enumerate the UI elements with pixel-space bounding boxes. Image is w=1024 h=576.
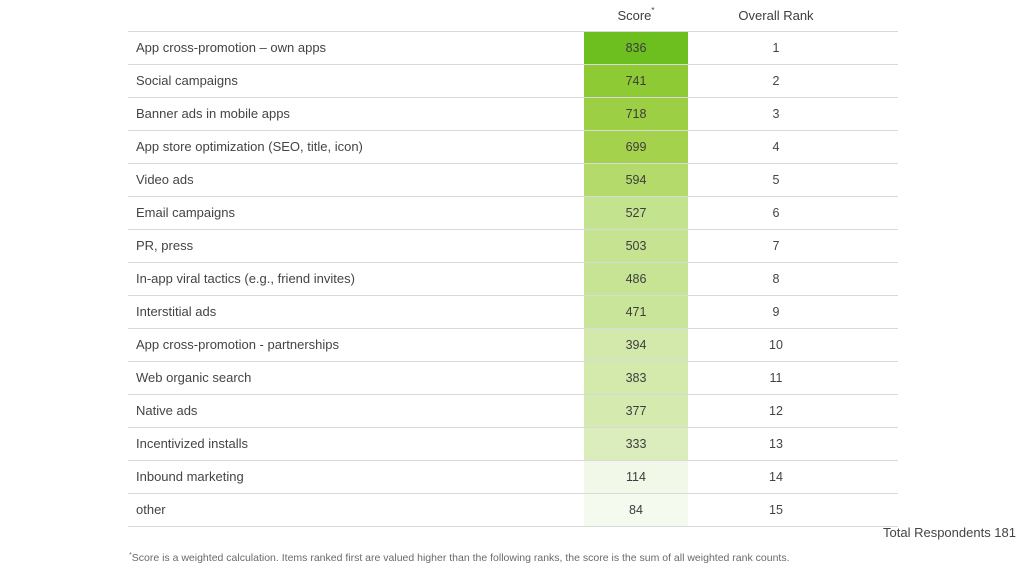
row-label: Video ads (136, 172, 194, 187)
score-column-header: Score* (584, 6, 688, 23)
table-row: App cross-promotion – own apps 836 1 (128, 32, 898, 65)
score-cell: 377 (584, 395, 688, 427)
score-cell: 718 (584, 98, 688, 130)
score-cell: 486 (584, 263, 688, 295)
row-label: App store optimization (SEO, title, icon… (136, 139, 363, 154)
rank-cell: 15 (769, 503, 783, 517)
row-label: PR, press (136, 238, 194, 253)
score-cell: 333 (584, 428, 688, 460)
table-row: Inbound marketing 114 14 (128, 461, 898, 494)
table-header: Score* Overall Rank (128, 0, 898, 32)
rank-column-header: Overall Rank (738, 8, 814, 23)
table-row: Incentivized installs 333 13 (128, 428, 898, 461)
table-row: Web organic search 383 11 (128, 362, 898, 395)
row-label: Email campaigns (136, 205, 235, 220)
score-cell: 114 (584, 461, 688, 493)
row-label: Banner ads in mobile apps (136, 106, 290, 121)
table-row: Banner ads in mobile apps 718 3 (128, 98, 898, 131)
table-row: Interstitial ads 471 9 (128, 296, 898, 329)
table-row: App store optimization (SEO, title, icon… (128, 131, 898, 164)
score-cell: 471 (584, 296, 688, 328)
score-header-marker: * (651, 6, 655, 15)
rank-cell: 11 (769, 371, 783, 385)
rank-cell: 5 (772, 173, 780, 187)
score-cell: 383 (584, 362, 688, 394)
ranking-table: Score* Overall Rank App cross-promotion … (128, 0, 898, 527)
table-row: Native ads 377 12 (128, 395, 898, 428)
row-label: App cross-promotion – own apps (136, 40, 327, 55)
table-row: other 84 15 (128, 494, 898, 527)
score-cell: 836 (584, 32, 688, 64)
score-cell: 594 (584, 164, 688, 196)
rank-cell: 12 (769, 404, 783, 418)
score-cell: 699 (584, 131, 688, 163)
total-respondents: Total Respondents 181 (883, 525, 1016, 540)
footnote: *Score is a weighted calculation. Items … (129, 552, 790, 564)
rank-cell: 2 (772, 74, 780, 88)
table-body: App cross-promotion – own apps 836 1 Social… (128, 32, 898, 527)
table-row: PR, press 503 7 (128, 230, 898, 263)
row-label: In-app viral tactics (e.g., friend invit… (136, 271, 355, 286)
row-label: Incentivized installs (136, 436, 248, 451)
score-cell: 741 (584, 65, 688, 97)
table-row: Social campaigns 741 2 (128, 65, 898, 98)
row-label: Web organic search (136, 370, 252, 385)
table-row: Video ads 594 5 (128, 164, 898, 197)
rank-cell: 4 (772, 140, 780, 154)
rank-cell: 1 (772, 41, 780, 55)
table-row: App cross-promotion - partnerships 394 10 (128, 329, 898, 362)
row-label: Social campaigns (136, 73, 238, 88)
rank-cell: 7 (772, 239, 780, 253)
rank-cell: 10 (769, 338, 783, 352)
rank-cell: 8 (772, 272, 780, 286)
row-label: Inbound marketing (136, 469, 244, 484)
rank-cell: 14 (769, 470, 783, 484)
score-cell: 84 (584, 494, 688, 526)
row-label: Interstitial ads (136, 304, 217, 319)
footnote-text: Score is a weighted calculation. Items r… (131, 552, 790, 564)
table-row: Email campaigns 527 6 (128, 197, 898, 230)
footnote-marker: * (129, 552, 132, 559)
score-cell: 527 (584, 197, 688, 229)
score-cell: 394 (584, 329, 688, 361)
row-label: Native ads (136, 403, 198, 418)
row-label: other (136, 502, 166, 517)
rank-cell: 6 (772, 206, 780, 220)
score-header-label: Score (617, 8, 652, 23)
rank-cell: 9 (772, 305, 780, 319)
row-label: App cross-promotion - partnerships (136, 337, 340, 352)
rank-cell: 13 (769, 437, 783, 451)
rank-cell: 3 (772, 107, 780, 121)
score-cell: 503 (584, 230, 688, 262)
table-row: In-app viral tactics (e.g., friend invit… (128, 263, 898, 296)
